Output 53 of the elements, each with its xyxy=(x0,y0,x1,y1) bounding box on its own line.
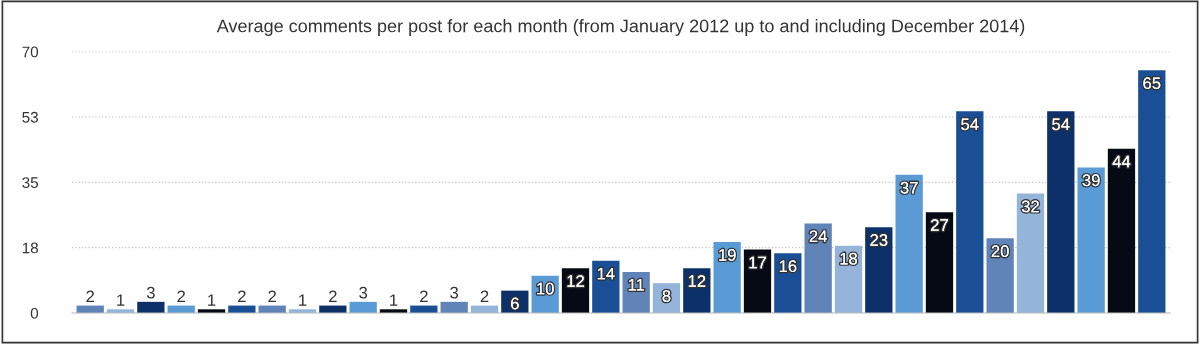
bar xyxy=(895,174,923,314)
data-label: 27 xyxy=(931,219,948,231)
data-label: 44 xyxy=(1112,155,1131,168)
data-label: 1 xyxy=(117,294,125,306)
data-label: 2 xyxy=(480,290,489,303)
data-label: 6 xyxy=(511,297,519,310)
data-label: 2 xyxy=(238,290,246,303)
bar xyxy=(1107,148,1136,314)
data-label: 14 xyxy=(597,267,615,280)
bar xyxy=(1077,167,1105,314)
data-label: 65 xyxy=(1143,77,1161,90)
data-label: 12 xyxy=(688,275,706,287)
data-label: 23 xyxy=(870,234,888,246)
bar xyxy=(956,111,984,314)
data-label: 3 xyxy=(146,286,155,299)
y-tick-label: 18 xyxy=(22,242,38,254)
bar xyxy=(137,301,165,314)
y-tick-label: 0 xyxy=(30,307,39,319)
data-label: 32 xyxy=(1021,200,1039,213)
bar xyxy=(1047,111,1075,314)
data-label: 11 xyxy=(628,279,645,291)
data-label: 2 xyxy=(268,290,276,303)
bar xyxy=(1016,193,1045,314)
data-label: 17 xyxy=(749,256,766,269)
bar xyxy=(986,238,1014,314)
data-label: 1 xyxy=(299,294,307,306)
y-tick-label: 53 xyxy=(22,111,38,123)
data-label: 39 xyxy=(1082,174,1100,187)
data-label: 3 xyxy=(359,286,368,299)
data-label: 54 xyxy=(1052,118,1070,131)
data-label: 2 xyxy=(329,290,337,303)
data-label: 2 xyxy=(86,290,94,303)
data-label: 2 xyxy=(177,290,185,303)
data-label: 24 xyxy=(809,230,827,243)
data-label: 1 xyxy=(208,294,216,306)
bar xyxy=(925,212,954,314)
data-label: 1 xyxy=(390,294,398,306)
data-label: 54 xyxy=(961,118,979,131)
data-label: 16 xyxy=(779,260,797,273)
chart-title: Average comments per post for each month (from January 2012 up to and including December 2014) xyxy=(216,19,1025,36)
y-tick-label: 35 xyxy=(22,177,39,189)
data-label: 19 xyxy=(719,249,736,261)
data-label: 18 xyxy=(840,252,858,265)
data-label: 3 xyxy=(450,286,459,299)
data-label: 12 xyxy=(567,275,584,287)
data-label: 8 xyxy=(662,290,671,302)
bar xyxy=(1138,70,1166,314)
data-label: 20 xyxy=(991,245,1009,258)
data-label: 10 xyxy=(537,282,554,295)
data-label: 37 xyxy=(900,181,918,194)
bar xyxy=(804,223,832,314)
y-tick-label: 70 xyxy=(22,46,39,58)
data-label: 2 xyxy=(420,290,428,303)
